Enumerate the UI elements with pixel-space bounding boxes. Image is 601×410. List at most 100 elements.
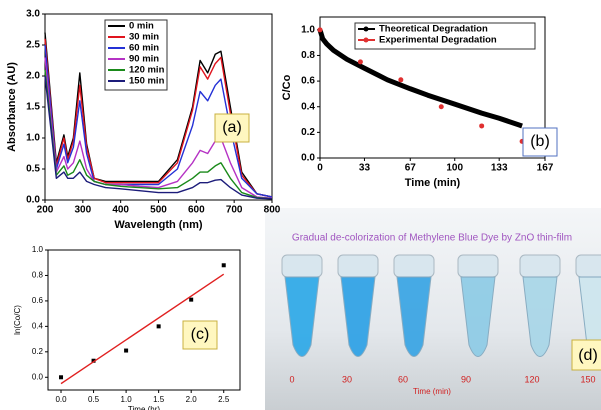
- tube-cap: [519, 254, 561, 278]
- plot-frame: [47, 249, 241, 391]
- y-tick-label: 2.0: [26, 71, 40, 82]
- point: [124, 348, 129, 353]
- y-tick-label: 3.0: [26, 9, 40, 20]
- x-tick-label: 300: [74, 205, 91, 216]
- panel-label: (b): [530, 133, 550, 150]
- x-tick-label: 0: [317, 163, 323, 174]
- y-tick-label: 1.5: [26, 102, 40, 113]
- tube-cap: [575, 254, 601, 278]
- x-tick-label: 700: [226, 205, 243, 216]
- legend-box: [104, 19, 168, 91]
- x-tick-label: 800: [264, 205, 281, 216]
- series-line: [44, 32, 273, 198]
- plot-frame: [319, 16, 546, 159]
- y-tick-label: 0.6: [301, 76, 315, 87]
- legend-label: 120 min: [129, 65, 165, 76]
- photo-title: Gradual de-colorization of Methylene Blu…: [292, 233, 572, 244]
- point: [221, 263, 226, 268]
- time-label: 120: [524, 374, 539, 384]
- x-tick-label: 100: [446, 163, 463, 174]
- point: [438, 104, 444, 110]
- tube: [522, 276, 558, 357]
- x-tick-label: 600: [188, 205, 205, 216]
- x-tick-label: 400: [112, 205, 129, 216]
- x-tick-label: 200: [37, 205, 54, 216]
- y-tick-label: 0.0: [32, 372, 44, 381]
- panel-label-box: [571, 339, 601, 371]
- point: [479, 123, 485, 129]
- series-line: [44, 44, 273, 198]
- tubes: [281, 254, 601, 357]
- tube-cap: [281, 254, 323, 278]
- panel-label-box: [182, 320, 218, 350]
- legend-dot: [363, 26, 369, 32]
- time-label: 60: [398, 374, 408, 384]
- x-axis-label: Time (min): [405, 177, 461, 189]
- x-axis-label: Time (hr): [128, 405, 160, 410]
- x-tick-label: 500: [150, 205, 167, 216]
- legend-label: Experimental Degradation: [379, 35, 497, 46]
- x-axis-label: Wavelength (nm): [114, 219, 203, 231]
- legend-label: 90 min: [129, 54, 159, 65]
- panel-label: (d): [578, 347, 598, 364]
- y-tick-label: 0.0: [301, 153, 315, 164]
- point: [189, 297, 194, 302]
- legend-box: [354, 22, 536, 50]
- x-tick-label: 0.5: [88, 395, 100, 404]
- y-tick-label: 2.5: [26, 40, 40, 51]
- y-tick-label: 0.6: [32, 296, 44, 305]
- series-line: [44, 38, 273, 198]
- legend-dot: [363, 37, 369, 43]
- time-label: 30: [342, 374, 352, 384]
- y-tick-label: 1.0: [32, 245, 44, 254]
- x-tick-label: 1.5: [153, 395, 165, 404]
- point: [317, 27, 323, 33]
- tube: [284, 276, 320, 357]
- y-tick-label: 0.2: [32, 347, 44, 356]
- time-label: 90: [461, 374, 471, 384]
- x-tick-label: 67: [405, 163, 417, 174]
- series-line: [44, 75, 273, 200]
- point: [398, 77, 404, 83]
- legend-label: Theoretical Degradation: [379, 24, 488, 35]
- point: [156, 324, 161, 329]
- y-tick-label: 0.4: [32, 321, 44, 330]
- tube-cap: [457, 254, 499, 278]
- y-tick-label: 1.0: [301, 24, 315, 35]
- legend-label: 30 min: [129, 32, 159, 43]
- panel-label-box: [522, 127, 558, 157]
- point: [59, 375, 64, 380]
- tube-cap: [393, 254, 435, 278]
- y-tick-label: 1.0: [26, 133, 40, 144]
- x-tick-label: 2.5: [218, 395, 230, 404]
- x-tick-label: 1.0: [121, 395, 133, 404]
- x-tick-label: 2.0: [186, 395, 198, 404]
- x-tick-label: 133: [491, 163, 508, 174]
- panel-label-box: [214, 113, 250, 143]
- legend-label: 0 min: [129, 21, 154, 32]
- tube: [460, 276, 496, 357]
- point: [357, 59, 363, 65]
- panel-label: (c): [191, 326, 210, 343]
- y-tick-label: 0.2: [301, 127, 315, 138]
- series-line: [60, 273, 225, 385]
- series-line: [44, 57, 273, 199]
- x-tick-label: 167: [537, 163, 554, 174]
- y-tick-label: 0.8: [301, 50, 315, 61]
- time-label: 150: [580, 374, 595, 384]
- x-tick-label: 33: [359, 163, 371, 174]
- tube: [340, 276, 376, 357]
- series-line: [44, 69, 273, 200]
- tube: [396, 276, 432, 357]
- y-axis-label: Absorbance (AU): [6, 62, 18, 152]
- y-axis-label: C/Co: [281, 74, 293, 100]
- x-tick-label: 0.0: [55, 395, 67, 404]
- y-tick-label: 0.5: [26, 164, 40, 175]
- y-tick-label: 0.4: [301, 101, 315, 112]
- y-tick-label: 0.8: [32, 271, 44, 280]
- series-line: [317, 29, 523, 129]
- legend-label: 150 min: [129, 76, 165, 87]
- panel-label: (a): [222, 119, 242, 136]
